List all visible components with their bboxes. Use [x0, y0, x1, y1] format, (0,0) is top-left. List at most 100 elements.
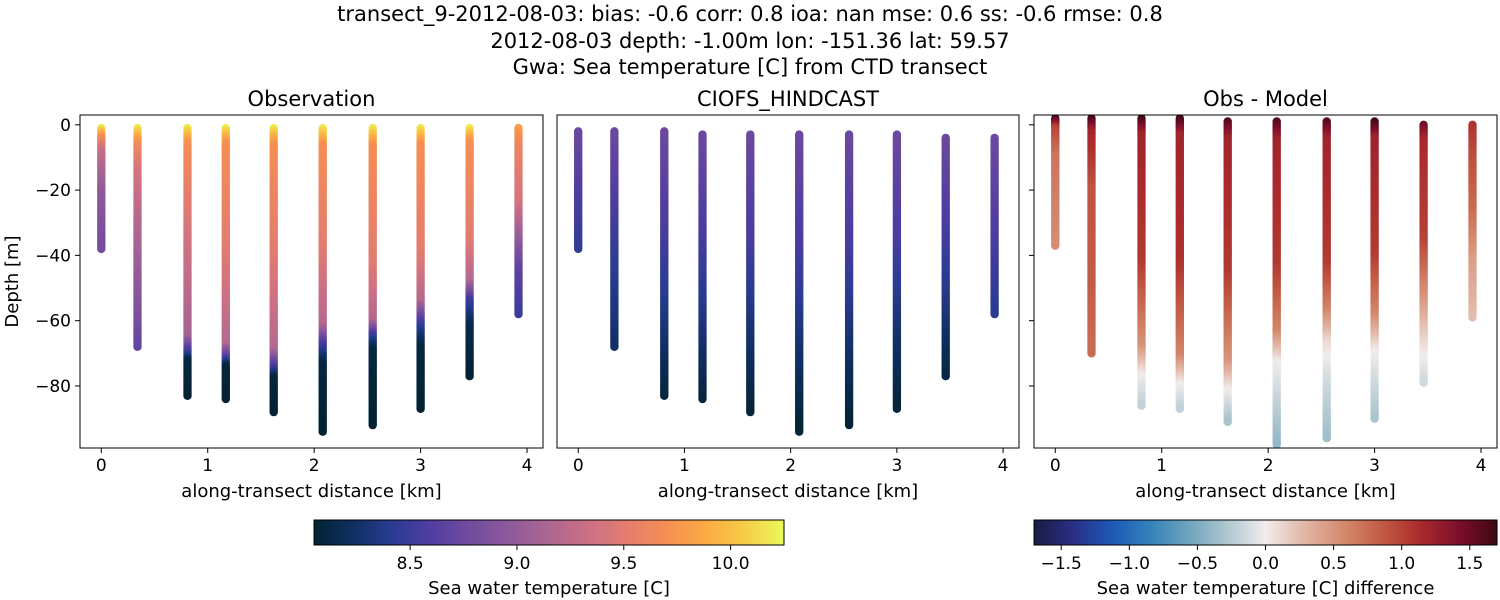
figure-title-line-2: 2012-08-03 depth: -1.00m lon: -151.36 la…	[490, 29, 1010, 53]
station-profile-6	[795, 130, 804, 436]
station-profile-1	[1051, 115, 1060, 250]
data-point	[183, 391, 192, 400]
x-axis-label: along-transect distance [km]	[1135, 481, 1395, 502]
x-tick-label: 1	[202, 456, 213, 476]
station-profile-7	[844, 130, 854, 430]
station-profile-2	[1087, 115, 1096, 358]
data-point	[1272, 440, 1281, 448]
x-tick-label: 0	[96, 456, 107, 476]
station-profile-10	[990, 133, 999, 319]
data-point	[795, 427, 804, 436]
y-tick-label: −40	[35, 246, 71, 266]
data-point	[318, 427, 327, 436]
panel-title: CIOFS_HINDCAST	[697, 87, 879, 112]
x-tick-label: 3	[891, 456, 902, 476]
station-profile-3	[660, 127, 669, 400]
colorbar-gradient	[313, 519, 785, 546]
station-profile-6	[318, 123, 327, 436]
station-profile-4	[1175, 115, 1185, 413]
station-profile-3	[1137, 115, 1146, 410]
data-point	[97, 244, 106, 254]
data-point	[1370, 414, 1379, 423]
station-profile-1	[97, 123, 106, 254]
x-tick-label: 4	[1476, 456, 1487, 476]
data-point	[368, 420, 377, 430]
x-axis-label: along-transect distance [km]	[181, 481, 441, 502]
colorbar-tick-label: 0.0	[1252, 554, 1279, 574]
y-tick-label: 0	[60, 116, 71, 136]
station-profile-2	[610, 127, 619, 351]
colorbar-1: 8.5 9.0 9.5 10.0 Sea water temperature [C]	[313, 519, 785, 599]
x-tick-label: 4	[522, 456, 533, 476]
data-markers	[97, 123, 523, 436]
data-point	[1322, 434, 1331, 443]
x-tick-label: 3	[1369, 456, 1380, 476]
x-tick-label: 0	[573, 456, 584, 476]
station-profile-4	[698, 130, 707, 404]
colorbar-tick-label: 1.0	[1388, 554, 1415, 574]
data-point	[990, 309, 999, 319]
colorbar-label: Sea water temperature [C]	[428, 578, 670, 599]
station-profile-7	[1322, 117, 1331, 443]
y-axis-label: Depth [m]	[2, 235, 23, 327]
colorbar-tick-label: 8.5	[397, 554, 424, 574]
data-point	[1419, 378, 1428, 387]
station-profile-1	[574, 127, 583, 254]
colorbar-label: Sea water temperature [C] difference	[1097, 578, 1435, 599]
station-profile-9	[465, 123, 474, 381]
station-profile-10	[514, 123, 523, 319]
figure-title-line-3: Gwa: Sea temperature [C] from CTD transe…	[512, 55, 988, 79]
x-tick-label: 4	[998, 456, 1009, 476]
colorbar-tick-label: 9.0	[503, 554, 530, 574]
station-profile-8	[892, 130, 902, 413]
data-point	[1087, 349, 1096, 358]
station-profile-5	[1223, 117, 1232, 427]
plot-frame	[556, 114, 1020, 449]
data-point	[221, 394, 230, 404]
x-axis-label: along-transect distance [km]	[658, 481, 918, 502]
x-tick-label: 2	[309, 456, 320, 476]
x-tick-label: 0	[1050, 456, 1061, 476]
colorbar-tick-label: 10.0	[712, 554, 750, 574]
station-profile-5	[269, 123, 278, 417]
data-point	[746, 407, 755, 417]
colorbar-tick-label: 1.5	[1456, 554, 1483, 574]
station-profile-6	[1272, 117, 1281, 448]
x-tick-label: 1	[1156, 456, 1167, 476]
data-point	[514, 309, 523, 319]
station-profile-8	[416, 123, 425, 413]
colorbar-gradient	[1033, 519, 1498, 546]
colorbar-tick-label: 9.5	[610, 554, 637, 574]
colorbar-tick-label: −1.5	[1041, 554, 1082, 574]
data-point	[133, 342, 142, 351]
data-point	[269, 407, 278, 417]
station-profile-5	[746, 130, 755, 417]
data-point	[1223, 417, 1232, 427]
data-point	[892, 404, 902, 413]
station-profile-4	[221, 123, 230, 404]
y-tick-label: −60	[35, 312, 71, 332]
data-point	[1468, 313, 1477, 322]
colorbar-tick-label: −0.5	[1177, 554, 1218, 574]
panel-title: Obs - Model	[1203, 87, 1328, 111]
x-tick-label: 1	[679, 456, 690, 476]
data-point	[660, 391, 669, 400]
colorbar-tick-label: 0.5	[1320, 554, 1347, 574]
data-point	[698, 394, 707, 404]
data-point	[610, 342, 619, 351]
data-point	[574, 244, 583, 254]
station-profile-3	[183, 123, 192, 400]
y-tick-label: −80	[35, 377, 71, 397]
data-point	[416, 404, 425, 413]
data-markers	[574, 127, 999, 436]
figure-title-line-1: transect_9-2012-08-03: bias: -0.6 corr: …	[337, 2, 1163, 26]
station-profile-7	[368, 123, 377, 430]
panel-title: Observation	[248, 87, 376, 111]
station-profile-2	[133, 123, 142, 351]
station-profile-9	[941, 133, 950, 381]
data-point	[1137, 401, 1146, 410]
station-profile-10	[1468, 120, 1477, 322]
